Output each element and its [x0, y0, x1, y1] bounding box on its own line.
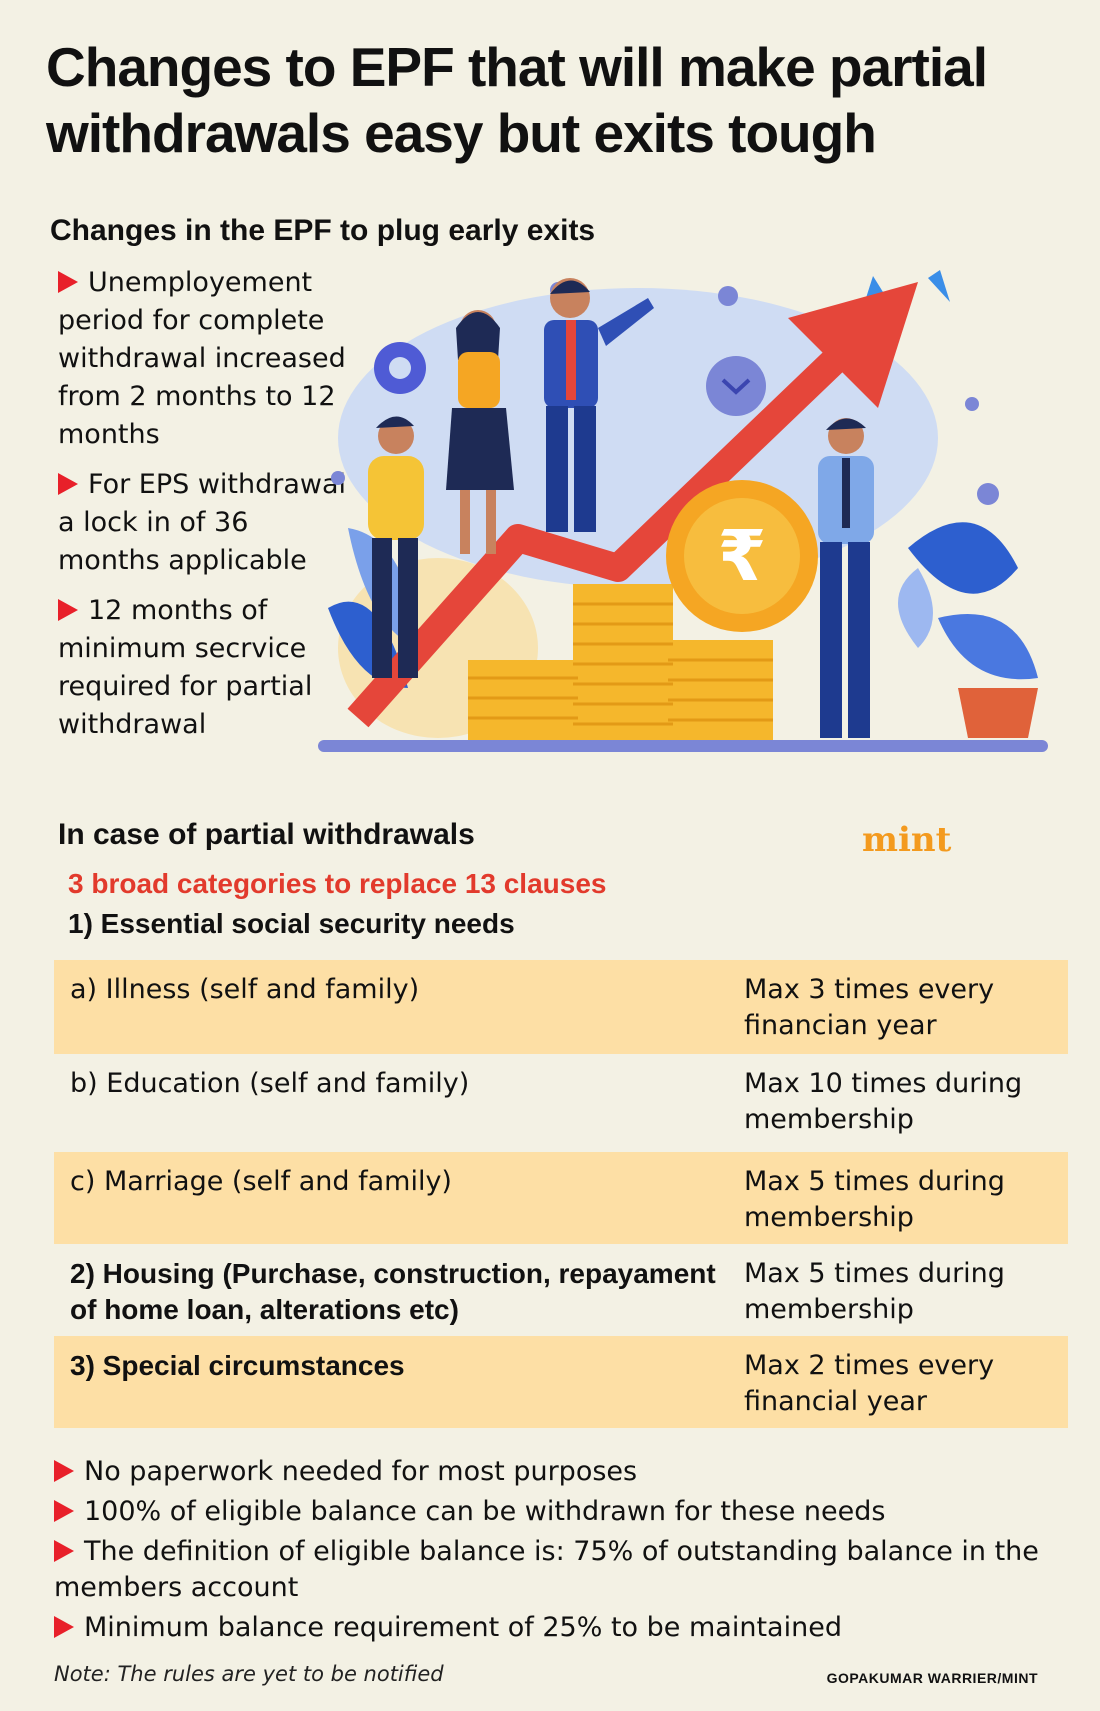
table-row: c) Marriage (self and family) Max 5 time… [54, 1152, 1068, 1244]
mint-logo: mint [862, 820, 952, 860]
categories-subheading: 3 broad categories to replace 13 clauses [68, 868, 607, 899]
row-label: b) Education (self and family) [70, 1068, 470, 1099]
section-heading-early-exits: Changes in the EPF to plug early exits [50, 214, 596, 247]
bullet-item: For EPS withdrawal a lock in of 36 month… [58, 466, 348, 580]
row-limit: Max 2 times every financial year [744, 1350, 995, 1417]
clock-icon [706, 356, 766, 416]
bullet-text: Minimum balance requirement of 25% to be… [84, 1612, 842, 1643]
decorative-dot [965, 397, 979, 411]
table-row: a) Illness (self and family) Max 3 times… [54, 960, 1068, 1054]
bullet-text: The definition of eligible balance is: 7… [54, 1536, 1039, 1603]
decorative-dot [718, 286, 738, 306]
bullet-item: Unemployement period for complete withdr… [58, 264, 348, 454]
floor-line [318, 740, 1048, 752]
row-limit: Max 3 times every financian year [744, 974, 995, 1041]
decorative-dot [977, 483, 999, 505]
potted-plant-right-icon [898, 522, 1038, 738]
partial-withdrawal-bullets: No paperwork needed for most purposes 10… [54, 1454, 1064, 1650]
table-row: 3) Special circumstances Max 2 times eve… [54, 1336, 1068, 1428]
row-label: c) Marriage (self and family) [70, 1166, 452, 1197]
red-triangle-icon [58, 271, 78, 293]
decorative-dot [331, 471, 345, 485]
category-1-heading: 1) Essential social security needs [68, 908, 515, 939]
bullet-item: 100% of eligible balance can be withdraw… [54, 1494, 1064, 1530]
page-title: Changes to EPF that will make partial wi… [46, 36, 988, 164]
row-limit: Max 10 times during membership [744, 1068, 1023, 1135]
table-row: b) Education (self and family) Max 10 ti… [54, 1054, 1068, 1152]
credit-line: GOPAKUMAR WARRIER/MINT [826, 1670, 1038, 1686]
business-growth-illustration: ₹ [318, 270, 1048, 752]
withdrawal-limits-table: a) Illness (self and family) Max 3 times… [54, 960, 1068, 1428]
row-label: 3) Special circumstances [70, 1350, 405, 1381]
person-woman-icon [446, 310, 514, 554]
person-light-blue-shirt-icon [818, 418, 874, 738]
section-heading-partial-withdrawals: In case of partial withdrawals [58, 818, 475, 851]
table-row: 2) Housing (Purchase, construction, repa… [54, 1244, 1068, 1336]
row-label: 2) Housing (Purchase, construction, repa… [70, 1258, 716, 1325]
bullet-text: No paperwork needed for most purposes [84, 1456, 638, 1487]
bullet-item: The definition of eligible balance is: 7… [54, 1534, 1064, 1606]
red-triangle-icon [54, 1616, 74, 1638]
bullet-item: 12 months of minimum secrvice required f… [58, 592, 348, 744]
bullet-item: No paperwork needed for most purposes [54, 1454, 1064, 1490]
gear-icon [374, 342, 426, 394]
footnote: Note: The rules are yet to be notified [54, 1662, 444, 1686]
bullet-text: 100% of eligible balance can be withdraw… [84, 1496, 886, 1527]
red-triangle-icon [58, 599, 78, 621]
bullet-text: Unemployement period for complete withdr… [58, 267, 346, 450]
row-label: a) Illness (self and family) [70, 974, 420, 1005]
bullet-item: Minimum balance requirement of 25% to be… [54, 1610, 1064, 1646]
red-triangle-icon [54, 1460, 74, 1482]
row-limit: Max 5 times during membership [744, 1258, 1005, 1325]
rupee-symbol: ₹ [718, 515, 767, 597]
red-triangle-icon [54, 1500, 74, 1522]
person-blue-suit-icon [544, 278, 654, 532]
row-limit: Max 5 times during membership [744, 1166, 1005, 1233]
bullet-text: 12 months of minimum secrvice required f… [58, 595, 313, 740]
red-triangle-icon [58, 473, 78, 495]
red-triangle-icon [54, 1540, 74, 1562]
coin-stacks-icon [468, 584, 773, 740]
early-exit-bullets: Unemployement period for complete withdr… [58, 264, 348, 756]
rupee-coin-icon: ₹ [666, 480, 818, 632]
person-yellow-shirt-icon [368, 416, 424, 678]
bullet-text: For EPS withdrawal a lock in of 36 month… [58, 469, 347, 576]
growth-arrow-icon [347, 282, 918, 728]
